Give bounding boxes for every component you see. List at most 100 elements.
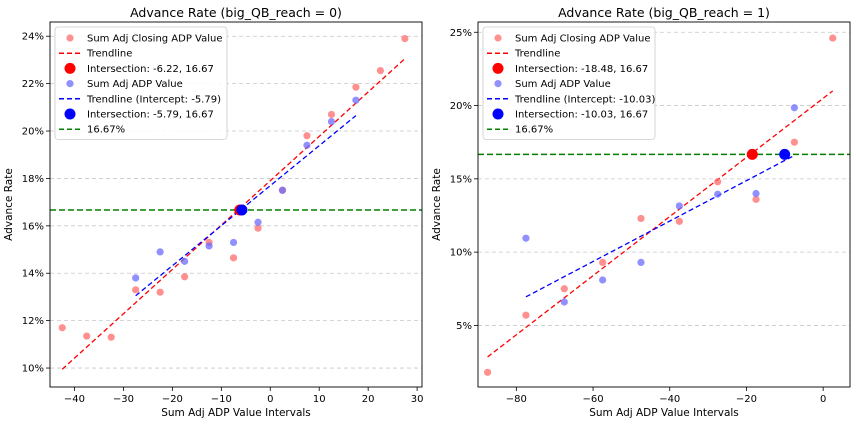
adp-point: [599, 276, 607, 284]
closing-adp-point: [829, 34, 837, 42]
y-tick-label: 25%: [450, 28, 472, 39]
x-tick-label: −80: [506, 394, 527, 405]
y-tick-label: 14%: [22, 269, 44, 280]
y-tick-label: 20%: [22, 127, 44, 138]
closing-trendline: [61, 58, 406, 370]
y-tick-label: 12%: [22, 316, 44, 327]
legend-swatch-intersection-10-03-16-67: [492, 108, 504, 120]
adp-point: [229, 238, 238, 247]
x-tick-label: 20: [362, 394, 375, 405]
closing-adp-point: [156, 288, 164, 296]
closing-adp-point: [303, 132, 311, 140]
closing-adp-point: [181, 273, 189, 281]
x-tick-label: −20: [162, 394, 183, 405]
adp-point: [675, 202, 683, 210]
closing-adp-point: [132, 286, 140, 294]
closing-adp-point: [83, 332, 91, 340]
legend-box: [482, 26, 656, 140]
x-tick-label: −10: [211, 394, 232, 405]
y-tick-label: 22%: [22, 79, 44, 90]
closing-adp-point: [58, 324, 66, 332]
adp-point: [352, 96, 360, 104]
adp-point: [790, 104, 798, 112]
x-tick-label: −60: [582, 394, 603, 405]
closing-intersection-marker: [746, 148, 758, 160]
legend-swatch-intersection-6-22-16-67: [64, 62, 76, 74]
x-axis-label: Sum Adj ADP Value Intervals: [589, 407, 739, 419]
adp-point: [637, 258, 645, 267]
adp-point: [254, 218, 262, 226]
legend-swatch-sum-adj-adp-value: [66, 80, 74, 88]
adp-trendline: [135, 115, 357, 297]
closing-adp-point: [327, 110, 336, 119]
adp-point: [560, 298, 568, 306]
y-tick-label: 5%: [456, 321, 472, 332]
adp-point: [181, 257, 189, 265]
y-tick-label: 10%: [22, 364, 44, 375]
legend-label-sum-adj-adp-value: Sum Adj ADP Value: [87, 79, 183, 90]
x-axis-label: Sum Adj ADP Value Intervals: [161, 407, 311, 419]
legend-label-16-67: 16.67%: [515, 125, 553, 136]
legend-box: [54, 26, 228, 140]
closing-adp-point: [483, 368, 492, 376]
y-tick-label: 24%: [22, 32, 44, 43]
closing-adp-point: [376, 66, 384, 75]
chart-title: Advance Rate (big_QB_reach = 1): [558, 5, 770, 20]
closing-adp-point: [352, 83, 360, 91]
closing-adp-point: [107, 333, 115, 341]
y-axis-label: Advance Rate: [3, 168, 15, 241]
legend-label-sum-adj-closing-adp-value: Sum Adj Closing ADP Value: [515, 34, 651, 45]
subplot-big-qb-reach-1: Advance Rate (big_QB_reach = 1) Sum Adj …: [431, 5, 851, 419]
adp-trendline: [525, 154, 795, 298]
closing-adp-point: [752, 195, 760, 203]
adp-intersection-marker: [236, 204, 248, 216]
closing-adp-point: [599, 258, 607, 267]
adp-point: [714, 190, 722, 198]
closing-adp-point: [560, 285, 568, 293]
legend-label-intersection-10-03-16-67: Intersection: -10.03, 16.67: [515, 110, 648, 121]
chart-title: Advance Rate (big_QB_reach = 0): [130, 5, 342, 20]
adp-point: [303, 141, 311, 149]
legend-label-trendline-intercept-10-03: Trendline (Intercept: -10.03): [514, 94, 655, 105]
legend: Sum Adj Closing ADP Value Trendline Inters…: [482, 26, 656, 140]
x-tick-label: −30: [113, 394, 134, 405]
adp-point: [205, 242, 213, 250]
legend-label-intersection-6-22-16-67: Intersection: -6.22, 16.67: [87, 64, 214, 75]
adp-point: [327, 117, 336, 126]
x-tick-label: 0: [820, 394, 826, 405]
plot-frame: [477, 21, 851, 388]
closing-adp-point: [401, 34, 409, 43]
legend-swatch-intersection-18-48-16-67: [492, 62, 504, 74]
closing-adp-point: [637, 214, 645, 223]
adp-point: [522, 234, 530, 242]
legend: Sum Adj Closing ADP Value Trendline Inters…: [54, 26, 228, 140]
legend-label-intersection-18-48-16-67: Intersection: -18.48, 16.67: [515, 64, 648, 75]
legend-swatch-intersection-5-79-16-67: [64, 108, 76, 120]
adp-point: [132, 274, 140, 282]
legend-label-16-67: 16.67%: [87, 125, 125, 136]
adp-point: [752, 189, 760, 198]
closing-adp-point: [522, 311, 530, 319]
legend-label-intersection-5-79-16-67: Intersection: -5.79, 16.67: [87, 110, 214, 121]
y-axis-label: Advance Rate: [431, 168, 443, 241]
plot-frame: [49, 21, 423, 388]
legend-swatch-sum-adj-closing-adp-value: [494, 34, 502, 42]
y-tick-label: 10%: [450, 248, 472, 259]
legend-label-trendline: Trendline: [86, 49, 132, 60]
adp-point: [156, 248, 164, 256]
legend-label-trendline-intercept-5-79: Trendline (Intercept: -5.79): [86, 94, 221, 105]
legend-label-sum-adj-closing-adp-value: Sum Adj Closing ADP Value: [87, 34, 223, 45]
legend-swatch-sum-adj-adp-value: [494, 80, 502, 88]
y-tick-label: 20%: [450, 101, 472, 112]
x-tick-label: −20: [736, 394, 757, 405]
y-tick-label: 18%: [22, 174, 44, 185]
subplot-big-qb-reach-0: Advance Rate (big_QB_reach = 0) Sum Adj …: [3, 5, 423, 419]
adp-intersection-marker: [779, 148, 791, 160]
legend-label-sum-adj-adp-value: Sum Adj ADP Value: [515, 79, 611, 90]
x-tick-label: −40: [64, 394, 85, 405]
x-tick-label: 10: [313, 394, 326, 405]
closing-adp-point: [714, 178, 722, 186]
x-tick-label: 0: [267, 394, 273, 405]
y-tick-label: 15%: [450, 174, 472, 185]
